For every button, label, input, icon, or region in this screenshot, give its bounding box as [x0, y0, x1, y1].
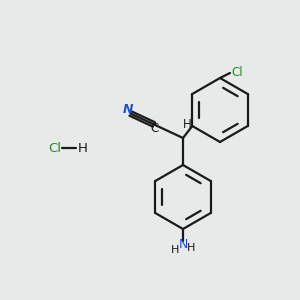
- Text: H: H: [171, 245, 179, 255]
- Text: H: H: [78, 142, 88, 154]
- Text: C: C: [151, 122, 159, 135]
- Text: H: H: [183, 118, 191, 131]
- Text: Cl: Cl: [48, 142, 61, 154]
- Text: H: H: [187, 243, 195, 253]
- Text: Cl: Cl: [231, 67, 243, 80]
- Text: N: N: [178, 238, 188, 251]
- Text: N: N: [123, 103, 134, 116]
